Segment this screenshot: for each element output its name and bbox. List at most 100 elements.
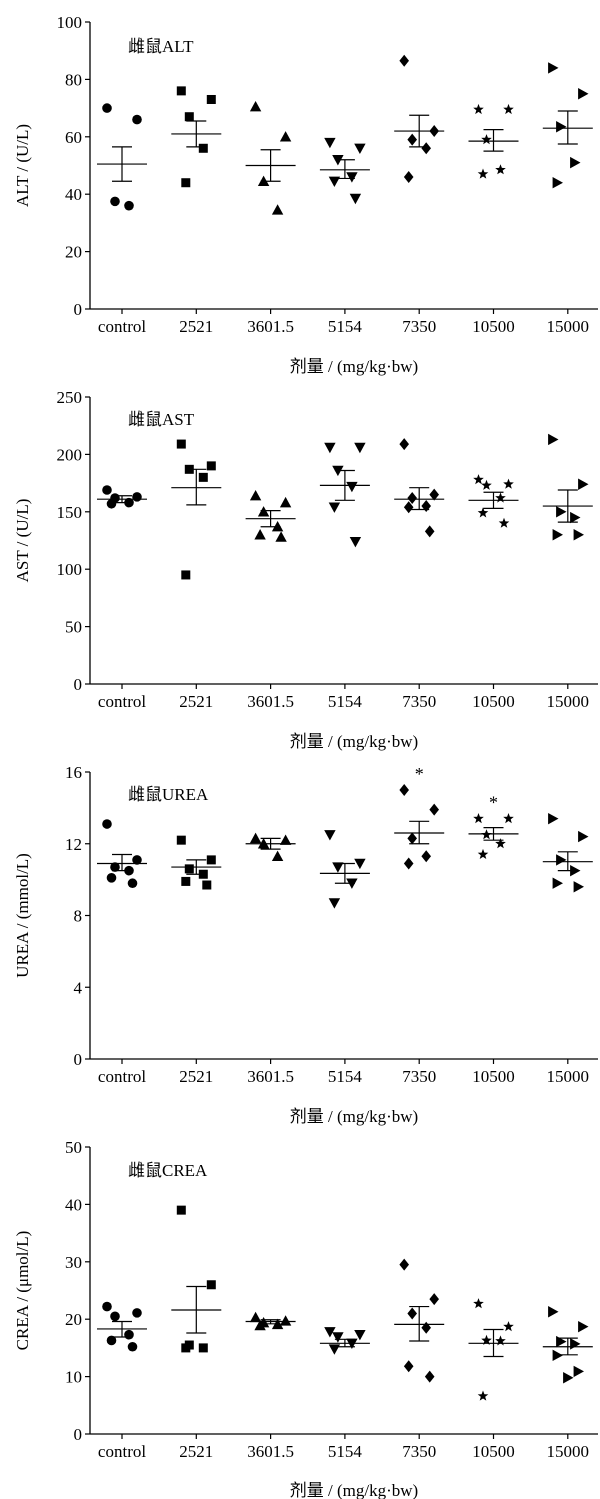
data-point-diamond	[403, 501, 414, 514]
data-point-circle	[102, 103, 112, 113]
data-point-triangle-up	[275, 531, 287, 542]
data-point-triangle-right	[578, 88, 589, 100]
data-point-diamond	[407, 492, 417, 505]
data-point-square	[181, 876, 191, 886]
data-point-triangle-down	[354, 442, 366, 454]
data-point-diamond	[403, 170, 414, 183]
data-point-triangle-right	[578, 478, 589, 490]
x-tick-label: 2521	[179, 317, 213, 336]
data-point-star	[473, 813, 484, 824]
data-point-triangle-down	[346, 1338, 358, 1350]
x-axis-title: 剂量 / (mg/kg·bw)	[290, 1481, 418, 1499]
data-point-diamond	[421, 850, 431, 863]
data-point-star	[495, 1335, 506, 1346]
data-point-circle	[132, 114, 142, 125]
significance-mark: *	[489, 793, 498, 813]
data-point-triangle-right	[548, 1306, 559, 1318]
data-point-triangle-down	[332, 1332, 344, 1343]
x-tick-label: 7350	[402, 317, 436, 336]
panel-title: 雌鼠AST	[128, 410, 195, 429]
data-point-triangle-down	[354, 1329, 366, 1341]
data-point-circle	[102, 485, 112, 495]
x-axis-title: 剂量 / (mg/kg·bw)	[290, 357, 418, 376]
data-point-triangle-up	[279, 834, 292, 845]
data-point-triangle-right	[548, 433, 559, 446]
data-point-square	[206, 855, 216, 865]
data-point-triangle-down	[349, 193, 362, 205]
x-tick-label: 5154	[328, 1067, 363, 1086]
x-tick-label: 10500	[472, 692, 515, 711]
y-tick-label: 200	[57, 445, 83, 464]
data-point-triangle-down	[332, 155, 344, 166]
data-point-diamond	[399, 438, 409, 451]
data-point-circle	[127, 878, 138, 889]
data-point-triangle-down	[328, 898, 341, 909]
y-tick-label: 60	[65, 128, 82, 147]
data-point-triangle-down	[328, 502, 341, 513]
data-point-triangle-up	[249, 832, 262, 844]
data-point-star	[503, 813, 514, 824]
data-point-star	[473, 103, 484, 115]
x-tick-label: control	[98, 317, 146, 336]
data-point-triangle-down	[324, 137, 336, 149]
y-tick-label: 80	[65, 70, 82, 89]
data-point-star	[477, 168, 489, 179]
data-point-star	[503, 1321, 514, 1332]
data-point-star	[477, 507, 489, 518]
data-point-square	[181, 178, 191, 188]
chart-panel-3: 0 4 8 12 16 control 2521 3601.5 5154 7350 10500 150…	[13, 763, 598, 1126]
data-point-triangle-right	[563, 1372, 574, 1384]
data-point-circle	[102, 819, 112, 829]
x-tick-label: control	[98, 1067, 146, 1086]
data-point-square	[202, 880, 212, 890]
data-point-triangle-up	[257, 838, 270, 849]
x-tick-label: 2521	[179, 692, 213, 711]
data-point-star	[481, 829, 492, 840]
data-point-star	[473, 474, 484, 485]
data-point-star	[495, 164, 506, 175]
data-point-diamond	[399, 1258, 409, 1271]
data-point-square	[184, 112, 194, 122]
data-point-star	[495, 492, 506, 503]
data-point-triangle-up	[249, 490, 262, 501]
x-tick-label: 7350	[402, 692, 436, 711]
data-point-star	[503, 103, 514, 115]
x-axis-title: 剂量 / (mg/kg·bw)	[290, 732, 418, 751]
x-tick-label: 3601.5	[247, 317, 294, 336]
data-point-triangle-down	[324, 442, 336, 454]
data-point-square	[198, 1343, 208, 1353]
data-point-triangle-right	[552, 1349, 563, 1362]
y-axis-title: UREA / (mmol/L)	[13, 853, 32, 978]
data-point-circle	[132, 855, 142, 865]
data-point-triangle-up	[271, 204, 284, 215]
panel-title: 雌鼠CREA	[128, 1161, 208, 1180]
data-point-circle	[106, 873, 117, 883]
panel-title: 雌鼠ALT	[128, 37, 194, 56]
y-tick-label: 20	[65, 243, 82, 262]
data-point-star	[481, 134, 492, 145]
chart-panel-1: 0 20 40 60 80 100 control 2521 3601.5 5154 7350 105…	[13, 13, 598, 376]
y-axis-title: CREA / (μmol/L)	[13, 1231, 32, 1351]
data-point-star	[473, 1298, 484, 1309]
data-point-diamond	[429, 803, 439, 816]
x-tick-label: 15000	[547, 1067, 590, 1086]
data-point-triangle-up	[254, 529, 266, 540]
significance-mark: *	[415, 764, 424, 784]
y-tick-label: 50	[65, 618, 82, 637]
data-point-triangle-right	[556, 121, 567, 133]
data-point-diamond	[407, 133, 417, 146]
data-point-circle	[132, 1308, 142, 1318]
y-axis-title: ALT / (U/L)	[13, 124, 32, 207]
data-point-diamond	[403, 857, 414, 870]
data-point-star	[503, 478, 514, 489]
y-tick-label: 30	[65, 1253, 82, 1272]
data-point-star	[495, 838, 506, 849]
data-point-circle	[110, 1311, 120, 1322]
data-point-diamond	[403, 1360, 414, 1373]
data-point-square	[206, 461, 216, 471]
data-point-triangle-down	[354, 143, 366, 154]
data-point-triangle-up	[249, 100, 262, 112]
x-tick-label: 7350	[402, 1442, 436, 1461]
data-point-diamond	[429, 488, 439, 501]
chart-panel-4: 0 10 20 30 40 50 control 2521 3601.5 5154 7350 1050…	[13, 1138, 598, 1499]
